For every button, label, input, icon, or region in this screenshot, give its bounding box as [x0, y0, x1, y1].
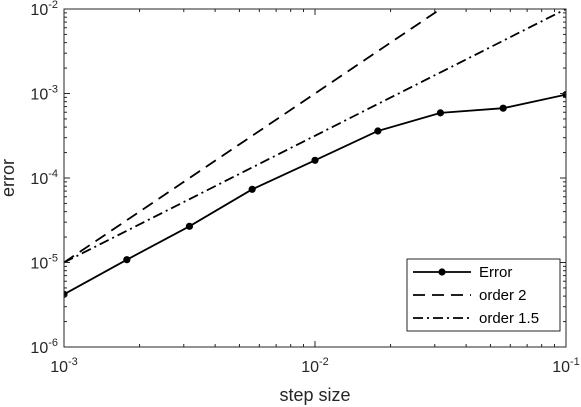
data-point	[374, 127, 382, 135]
y-axis-label: error	[0, 159, 18, 197]
x-axis-label: step size	[279, 385, 350, 405]
data-point	[248, 185, 256, 193]
legend-label-1: Error	[479, 264, 512, 281]
x-tick-label: 10-1	[552, 356, 580, 376]
data-point	[185, 222, 194, 230]
data-point	[499, 104, 507, 112]
data-point	[436, 109, 445, 117]
data-point	[562, 91, 566, 99]
y-tick-label: 10-5	[30, 253, 58, 273]
y-tick-label: 10-2	[30, 0, 58, 19]
y-tick-label: 10-4	[30, 168, 58, 188]
legend-marker	[438, 268, 446, 276]
y-tick-label: 10-6	[30, 337, 58, 357]
series-line-2	[64, 9, 443, 264]
data-point	[123, 256, 131, 264]
y-tick-label: 10-3	[30, 84, 58, 104]
legend-label-2: order 2	[479, 287, 527, 304]
x-tick-label: 10-3	[50, 356, 78, 376]
legend-label-3: order 1.5	[479, 310, 539, 327]
series-line-3	[64, 9, 566, 264]
x-tick-label: 10-2	[301, 356, 329, 376]
data-point	[311, 156, 319, 164]
